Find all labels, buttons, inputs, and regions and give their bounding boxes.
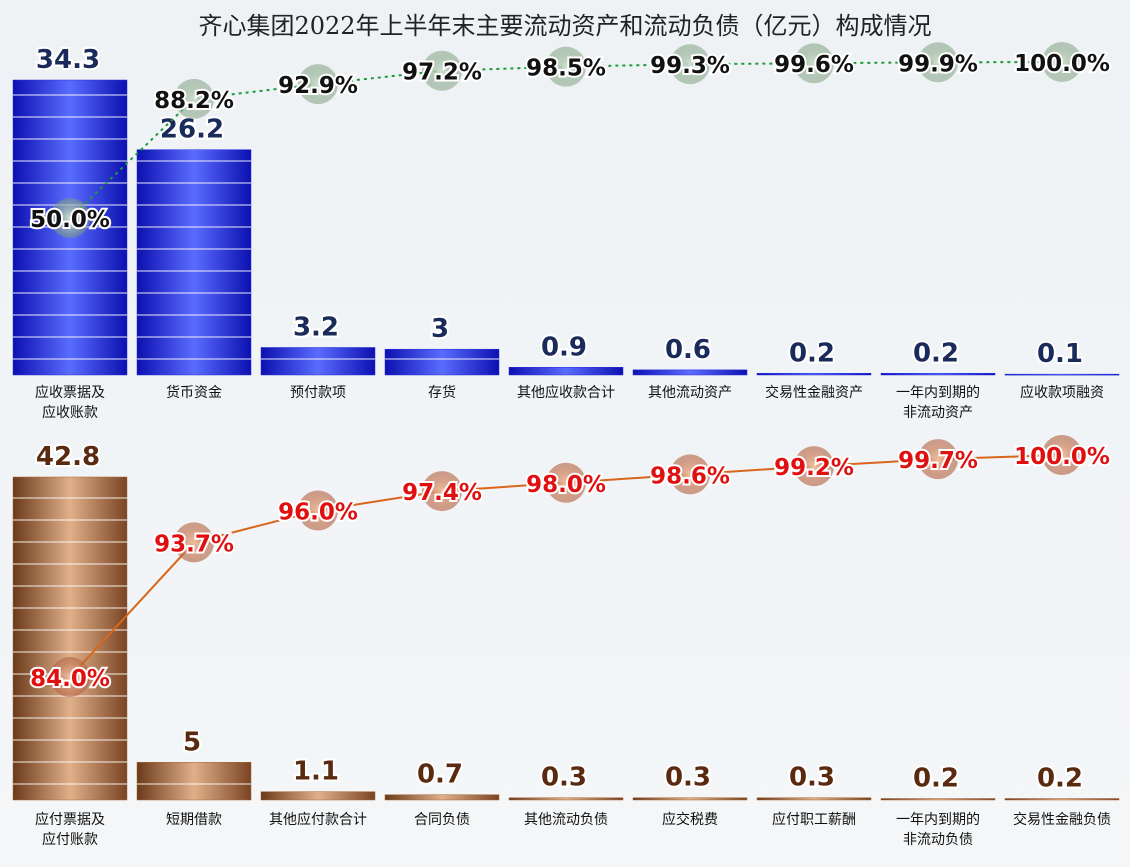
- line-value-label: 99.6%: [774, 52, 854, 78]
- line-marker: [670, 454, 710, 495]
- bar: [384, 348, 500, 376]
- bar-value-label: 0.2: [913, 338, 959, 368]
- bar-value-label: 0.1: [1037, 339, 1083, 369]
- line-marker: [546, 46, 586, 87]
- line-value-label: 98.0%: [526, 472, 606, 498]
- x-tick-label: 合同负债: [414, 812, 470, 828]
- line-marker: [546, 462, 586, 503]
- x-tick-label: 其他流动资产: [648, 385, 732, 401]
- line-marker: [918, 439, 958, 480]
- bar: [260, 347, 376, 376]
- line-value-label: 97.2%: [402, 60, 482, 86]
- bar: [1004, 798, 1120, 801]
- bar: [136, 762, 252, 801]
- x-tick-label: 存货: [428, 385, 456, 401]
- line-value-label: 99.7%: [898, 448, 978, 474]
- bar-value-label: 0.3: [789, 763, 835, 793]
- bar: [880, 798, 996, 801]
- line-value-label: 92.9%: [278, 73, 358, 99]
- line-value-label: 100.0%: [1014, 51, 1110, 77]
- bar-value-label: 0.2: [913, 763, 959, 793]
- bar: [384, 794, 500, 801]
- bar: [756, 797, 872, 801]
- bar-value-label: 0.9: [541, 332, 587, 362]
- x-tick-label: 一年内到期的 非流动资产: [896, 385, 980, 421]
- line-value-label: 97.4%: [402, 480, 482, 506]
- bar-value-label: 3.2: [293, 312, 339, 342]
- bar-value-label: 3: [431, 314, 449, 344]
- bar-value-label: 26.2: [160, 115, 224, 145]
- bar-value-label: 0.2: [1037, 763, 1083, 793]
- bar-value-label: 34.3: [36, 45, 100, 75]
- bar: [136, 149, 252, 376]
- x-tick-label: 应付职工薪酬: [772, 812, 856, 828]
- line-marker: [174, 78, 214, 119]
- bar: [632, 797, 748, 801]
- bar: [632, 369, 748, 376]
- line-value-label: 99.2%: [774, 455, 854, 481]
- line-value-label: 98.5%: [526, 56, 606, 82]
- bar-value-label: 0.3: [665, 763, 711, 793]
- bar-value-label: 0.7: [417, 760, 463, 790]
- line-marker: [794, 446, 834, 487]
- x-tick-label: 应收款项融资: [1020, 385, 1104, 401]
- bar: [12, 476, 128, 801]
- line-value-label: 93.7%: [154, 531, 234, 557]
- line-marker: [298, 490, 338, 531]
- x-tick-label: 预付款项: [290, 385, 346, 401]
- line-marker: [422, 50, 462, 91]
- bar: [508, 797, 624, 801]
- bar: [508, 367, 624, 376]
- bar-value-label: 0.2: [789, 338, 835, 368]
- line-marker: [174, 522, 214, 563]
- line-value-label: 96.0%: [278, 500, 358, 526]
- line-value-label: 99.3%: [650, 53, 730, 79]
- line-value-label: 100.0%: [1014, 444, 1110, 470]
- line-marker: [422, 471, 462, 512]
- bar: [1004, 373, 1120, 376]
- bar-value-label: 0.6: [665, 335, 711, 365]
- x-tick-label: 一年内到期的 非流动负债: [896, 812, 980, 848]
- bar-value-label: 0.3: [541, 763, 587, 793]
- chart-title: 齐心集团2022年上半年末主要流动资产和流动负债（亿元）构成情况: [198, 12, 932, 40]
- bar-value-label: 5: [183, 727, 201, 757]
- line-marker: [1042, 42, 1082, 82]
- bar-value-label: 1.1: [293, 757, 339, 787]
- x-tick-label: 应交税费: [662, 812, 718, 828]
- bar: [756, 373, 872, 376]
- line-marker: [298, 64, 338, 105]
- cumulative-line: [69, 61, 1063, 219]
- bar: [260, 791, 376, 801]
- bar: [880, 373, 996, 376]
- line-value-label: 84.0%: [30, 666, 110, 692]
- line-value-label: 98.6%: [650, 463, 730, 489]
- bar-value-label: 42.8: [36, 442, 100, 472]
- x-tick-label: 短期借款: [166, 812, 222, 828]
- x-tick-label: 货币资金: [166, 385, 222, 401]
- line-value-label: 50.0%: [30, 207, 110, 233]
- x-tick-label: 应付票据及 应付账款: [35, 812, 105, 848]
- line-marker: [50, 657, 90, 697]
- x-tick-label: 交易性金融负债: [1013, 812, 1111, 828]
- x-tick-label: 其他流动负债: [524, 812, 608, 828]
- x-tick-label: 其他应收款合计: [517, 385, 615, 401]
- line-marker: [1042, 435, 1082, 475]
- line-marker: [794, 43, 834, 84]
- line-marker: [918, 42, 958, 83]
- line-value-label: 99.9%: [898, 51, 978, 77]
- x-tick-label: 应收票据及 应收账款: [35, 385, 105, 421]
- x-tick-label: 交易性金融资产: [765, 385, 863, 401]
- line-marker: [670, 44, 710, 85]
- line-marker: [50, 198, 90, 238]
- x-tick-label: 其他应付款合计: [269, 812, 367, 828]
- line-value-label: 88.2%: [154, 88, 234, 114]
